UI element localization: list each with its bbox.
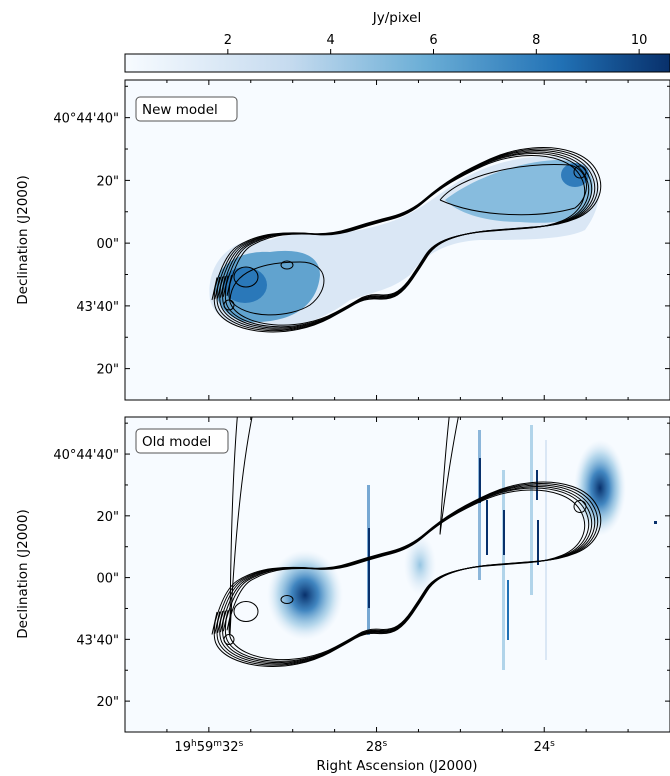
colorbar-label: Jy/pixel — [372, 10, 421, 26]
xlabel: Right Ascension (J2000) — [316, 758, 477, 774]
ytick-label: 20" — [96, 510, 119, 525]
blob-west — [267, 550, 343, 640]
ylabel-old-model: Declination (J2000) — [15, 509, 31, 638]
ytick-label: 20" — [96, 695, 119, 710]
xtick-label: 28s — [366, 739, 388, 755]
colorbar-tick-label: 4 — [327, 33, 335, 48]
colorbar-tick-label: 10 — [631, 33, 648, 48]
ytick-label: 40°44'40" — [53, 112, 119, 127]
panel-new-model: New model 40°44'40" 20" 00" 43'40" 20" Decli… — [15, 79, 670, 401]
panel-frame — [124, 416, 670, 733]
contour-knot-east — [573, 500, 587, 513]
panel-label-box: Old model — [135, 428, 229, 454]
point-artifact — [654, 521, 657, 524]
panel-frame — [124, 79, 670, 401]
ytick-label: 20" — [96, 363, 119, 378]
contour-knot-mid — [280, 595, 294, 604]
colorbar-tick-label: 8 — [532, 33, 540, 48]
contour-knot-sw — [223, 634, 235, 645]
ytick-label: 00" — [96, 572, 119, 587]
xticks-old-model: 19h59m32s 28s 24s — [166, 417, 629, 755]
contour-knot-mid — [280, 260, 294, 270]
ytick-label: 40°44'40" — [53, 448, 119, 463]
colorbar: Jy/pixel 2 4 6 8 10 — [124, 10, 670, 73]
contour-knot-west — [233, 266, 259, 288]
contour-knot-east — [573, 165, 587, 179]
xtick-label: 19h59m32s — [174, 739, 243, 755]
contour-inner-east — [439, 164, 587, 216]
yticks-new-model: 40°44'40" 20" 00" 43'40" 20" — [53, 85, 670, 378]
panel-label-box: New model — [135, 96, 238, 122]
contours-new-model — [211, 147, 602, 333]
ytick-label: 43'40" — [76, 300, 119, 315]
colorbar-tick-label: 2 — [224, 33, 232, 48]
colorbar-fill — [124, 53, 670, 73]
xticks-new-model — [166, 80, 629, 400]
ytick-label: 43'40" — [76, 633, 119, 648]
yticks-old-model: 40°44'40" 20" 00" 43'40" 20" — [53, 422, 670, 710]
ytick-label: 00" — [96, 237, 119, 252]
panel-label-text: New model — [142, 102, 218, 118]
emission-east — [445, 160, 593, 223]
old-model-image — [211, 417, 657, 670]
contour-knot-sw — [223, 299, 235, 311]
colorbar-tick-label: 6 — [429, 33, 437, 48]
blob-east — [574, 440, 626, 536]
ytick-label: 20" — [96, 174, 119, 189]
new-model-image — [209, 147, 602, 333]
contour-level-6 — [226, 154, 586, 326]
contours-old-model — [211, 417, 602, 667]
panel-label-text: Old model — [142, 434, 211, 450]
contour-knot-west — [233, 601, 259, 622]
blob-mid — [404, 535, 436, 595]
colorbar-ticks: 2 4 6 8 10 — [224, 33, 648, 54]
contour-level-6 — [226, 489, 586, 661]
xtick-label: 24s — [534, 739, 556, 755]
ylabel-new-model: Declination (J2000) — [15, 175, 31, 304]
panel-old-model: Old model 40°44'40" 20" 00" 43'40" 20" 19h59… — [15, 416, 670, 774]
contour-inner-west — [229, 261, 325, 316]
